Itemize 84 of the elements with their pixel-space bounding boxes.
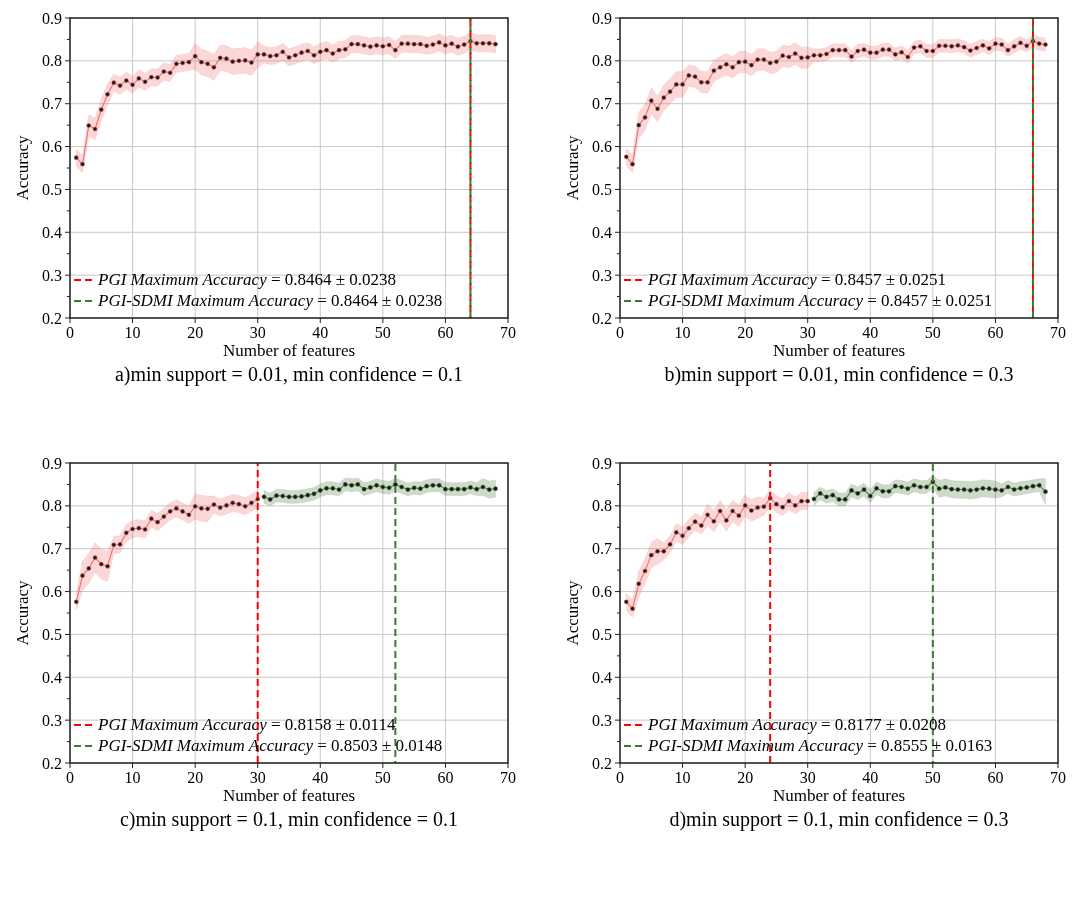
y-axis-title: Accuracy <box>563 579 582 646</box>
x-tick-label: 50 <box>924 324 941 341</box>
y-tick-label: 0.8 <box>42 497 62 515</box>
y-tick-label: 0.4 <box>42 223 62 241</box>
text: b)min support = 0.01, min confidence = 0.3 <box>664 363 1014 386</box>
text: a)min support = 0.01, min confidence = 0.1 <box>114 363 464 386</box>
x-tick-label: 20 <box>187 324 204 341</box>
y-tick-label: 0.5 <box>592 181 612 199</box>
x-tick-label: 10 <box>124 324 141 341</box>
x-tick-label: 60 <box>987 324 1004 341</box>
x-tick-label: 10 <box>124 769 141 786</box>
legend-label: PGI Maximum Accuracy = 0.8457 ± 0.0251 <box>647 270 947 289</box>
x-tick-label: 40 <box>862 324 879 341</box>
x-tick-label: 10 <box>674 769 691 786</box>
legend-label: PGI Maximum Accuracy = 0.8177 ± 0.0208 <box>647 715 947 734</box>
x-tick-label: 50 <box>924 769 941 786</box>
legend-label: PGI Maximum Accuracy = 0.8464 ± 0.0238 <box>97 270 397 289</box>
x-tick-label: 60 <box>437 324 454 341</box>
y-tick-label: 0.6 <box>592 138 612 156</box>
y-tick-label: 0.8 <box>592 497 612 515</box>
y-tick-label: 0.3 <box>42 711 62 729</box>
x-tick-label: 60 <box>437 769 454 786</box>
x-tick-label: 30 <box>249 324 266 341</box>
y-tick-label: 0.9 <box>42 9 62 27</box>
x-tick-label: 20 <box>187 769 204 786</box>
y-tick-label: 0.5 <box>592 626 612 644</box>
legend-label: PGI Maximum Accuracy = 0.8158 ± 0.0114 <box>97 715 396 734</box>
y-axis-title: Accuracy <box>13 579 32 646</box>
y-tick-label: 0.2 <box>42 754 62 772</box>
x-tick-label: 60 <box>987 769 1004 786</box>
y-tick-label: 0.4 <box>592 668 612 686</box>
x-tick-label: 40 <box>862 769 879 786</box>
y-tick-label: 0.5 <box>42 626 62 644</box>
y-tick-label: 0.2 <box>592 309 612 327</box>
x-tick-label: 30 <box>799 324 816 341</box>
x-tick-label: 50 <box>374 324 391 341</box>
x-tick-label: 70 <box>1050 324 1066 341</box>
y-tick-label: 0.6 <box>42 138 62 156</box>
x-tick-label: 10 <box>674 324 691 341</box>
x-tick-label: 30 <box>799 769 816 786</box>
y-tick-label: 0.3 <box>592 711 612 729</box>
x-tick-label: 20 <box>737 769 754 786</box>
y-axis-title: Accuracy <box>13 134 32 201</box>
y-tick-label: 0.9 <box>42 454 62 472</box>
x-axis-title: Number of features <box>772 786 906 805</box>
x-axis-title: Number of features <box>222 786 356 805</box>
y-tick-label: 0.7 <box>42 95 62 113</box>
y-tick-label: 0.5 <box>42 181 62 199</box>
legend-label: PGI-SDMI Maximum Accuracy = 0.8555 ± 0.0163 <box>647 736 993 755</box>
y-tick-label: 0.9 <box>592 454 612 472</box>
y-tick-label: 0.7 <box>592 540 612 558</box>
y-axis-title: Accuracy <box>563 134 582 201</box>
y-tick-label: 0.2 <box>592 754 612 772</box>
x-tick-label: 0 <box>616 769 624 786</box>
y-tick-label: 0.7 <box>42 540 62 558</box>
x-tick-label: 40 <box>312 324 329 341</box>
legend-label: PGI-SDMI Maximum Accuracy = 0.8503 ± 0.0148 <box>97 736 443 755</box>
x-tick-label: 40 <box>312 769 329 786</box>
y-tick-label: 0.8 <box>42 52 62 70</box>
y-tick-label: 0.3 <box>592 266 612 284</box>
legend-label: PGI-SDMI Maximum Accuracy = 0.8457 ± 0.0251 <box>647 291 993 310</box>
y-tick-label: 0.2 <box>42 309 62 327</box>
text: d)min support = 0.1, min confidence = 0.3 <box>669 808 1009 831</box>
text: c)min support = 0.1, min confidence = 0.1 <box>119 808 459 831</box>
y-tick-label: 0.3 <box>42 266 62 284</box>
x-tick-label: 0 <box>66 324 74 341</box>
x-tick-label: 0 <box>66 769 74 786</box>
y-tick-label: 0.9 <box>592 9 612 27</box>
y-tick-label: 0.8 <box>592 52 612 70</box>
x-tick-label: 30 <box>249 769 266 786</box>
x-tick-label: 70 <box>500 769 516 786</box>
y-tick-label: 0.4 <box>42 668 62 686</box>
y-tick-label: 0.6 <box>42 583 62 601</box>
x-tick-label: 0 <box>616 324 624 341</box>
legend-label: PGI-SDMI Maximum Accuracy = 0.8464 ± 0.0238 <box>97 291 443 310</box>
x-tick-label: 70 <box>1050 769 1066 786</box>
y-tick-label: 0.4 <box>592 223 612 241</box>
x-tick-label: 20 <box>737 324 754 341</box>
y-tick-label: 0.6 <box>592 583 612 601</box>
x-tick-label: 50 <box>374 769 391 786</box>
x-tick-label: 70 <box>500 324 516 341</box>
x-axis-title: Number of features <box>772 341 906 360</box>
x-axis-title: Number of features <box>222 341 356 360</box>
y-tick-label: 0.7 <box>592 95 612 113</box>
